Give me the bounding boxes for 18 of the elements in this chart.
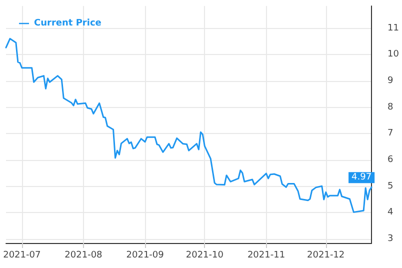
y-tick-label: 5	[388, 181, 394, 192]
x-tick-label: 2021-08	[64, 250, 103, 260]
y-tick-label: 6	[388, 155, 394, 166]
line-series	[5, 38, 372, 213]
y-tick-label: 3	[388, 234, 394, 244]
y-tick-label: 10	[388, 50, 400, 60]
y-tick-label: 9	[388, 76, 394, 86]
legend-label: Current Price	[34, 18, 102, 28]
x-tick-label: 2021-09	[126, 250, 164, 260]
x-tick-label: 2021-12	[307, 250, 345, 260]
y-tick-label: 11	[388, 23, 399, 34]
x-tick-label: 2021-07	[3, 250, 41, 260]
x-tick-label: 2021-10	[186, 250, 224, 260]
y-tick-label: 7	[388, 128, 394, 139]
y-tick-label: 4	[388, 208, 394, 218]
x-tick-label: 2021-11	[247, 250, 286, 260]
annotation: 4.97	[352, 172, 372, 183]
y-tick-label: 8	[388, 102, 394, 112]
